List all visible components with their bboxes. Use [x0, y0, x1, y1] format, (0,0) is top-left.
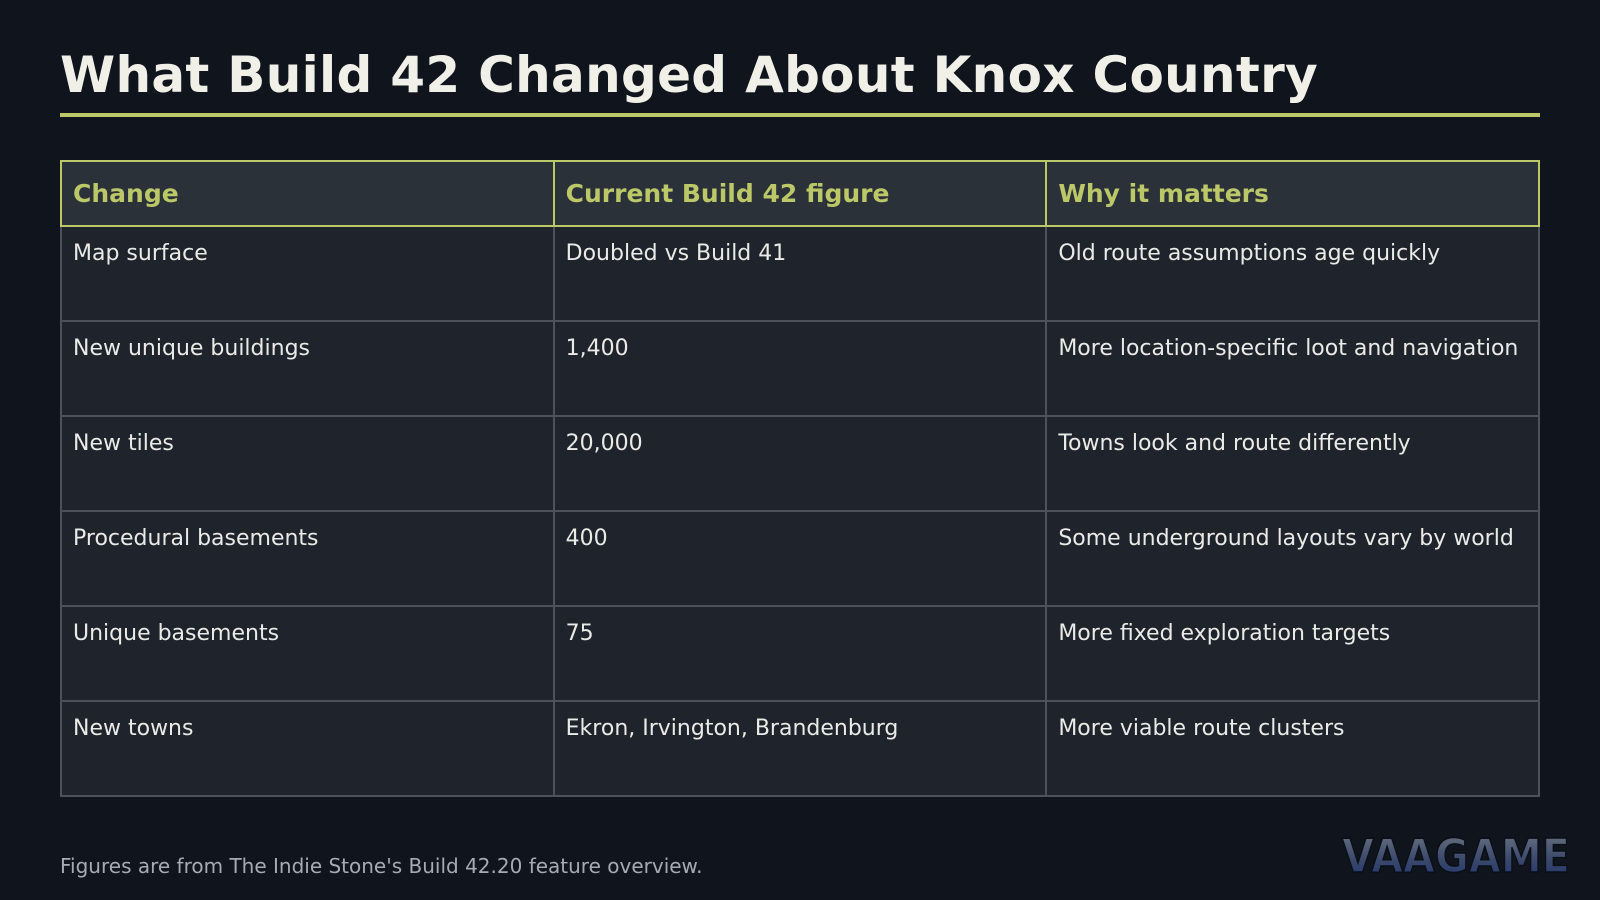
cell-why: Old route assumptions age quickly: [1045, 225, 1540, 322]
column-header-figure: Current Build 42 figure: [552, 160, 1048, 227]
column-header-why: Why it matters: [1045, 160, 1540, 227]
table-row: New tiles 20,000 Towns look and route di…: [60, 415, 1540, 512]
table-row: Procedural basements 400 Some undergroun…: [60, 510, 1540, 607]
table-row: New unique buildings 1,400 More location…: [60, 320, 1540, 417]
logo-wordmark: VAAGAME: [1342, 829, 1570, 880]
cell-figure: 400: [552, 510, 1048, 607]
table-row: Unique basements 75 More fixed explorati…: [60, 605, 1540, 702]
cell-figure: Doubled vs Build 41: [552, 225, 1048, 322]
cell-figure: 75: [552, 605, 1048, 702]
comparison-table: Change Current Build 42 figure Why it ma…: [60, 160, 1540, 797]
vaagame-logo: VAAGAME: [1341, 828, 1571, 880]
cell-why: Towns look and route differently: [1045, 415, 1540, 512]
cell-figure: 1,400: [552, 320, 1048, 417]
cell-change: Map surface: [60, 225, 555, 322]
cell-figure: Ekron, Irvington, Brandenburg: [552, 700, 1048, 797]
page-title: What Build 42 Changed About Knox Country: [60, 46, 1318, 104]
cell-change: Procedural basements: [60, 510, 555, 607]
table-row: New towns Ekron, Irvington, Brandenburg …: [60, 700, 1540, 797]
cell-why: More location-specific loot and navigati…: [1045, 320, 1540, 417]
cell-why: Some underground layouts vary by world: [1045, 510, 1540, 607]
column-header-change: Change: [60, 160, 555, 227]
cell-change: New tiles: [60, 415, 555, 512]
table-header-row: Change Current Build 42 figure Why it ma…: [60, 160, 1540, 227]
cell-change: New unique buildings: [60, 320, 555, 417]
table-row: Map surface Doubled vs Build 41 Old rout…: [60, 225, 1540, 322]
source-note: Figures are from The Indie Stone's Build…: [60, 854, 703, 878]
cell-change: Unique basements: [60, 605, 555, 702]
cell-change: New towns: [60, 700, 555, 797]
title-underline: [60, 113, 1540, 117]
cell-figure: 20,000: [552, 415, 1048, 512]
cell-why: More viable route clusters: [1045, 700, 1540, 797]
cell-why: More fixed exploration targets: [1045, 605, 1540, 702]
